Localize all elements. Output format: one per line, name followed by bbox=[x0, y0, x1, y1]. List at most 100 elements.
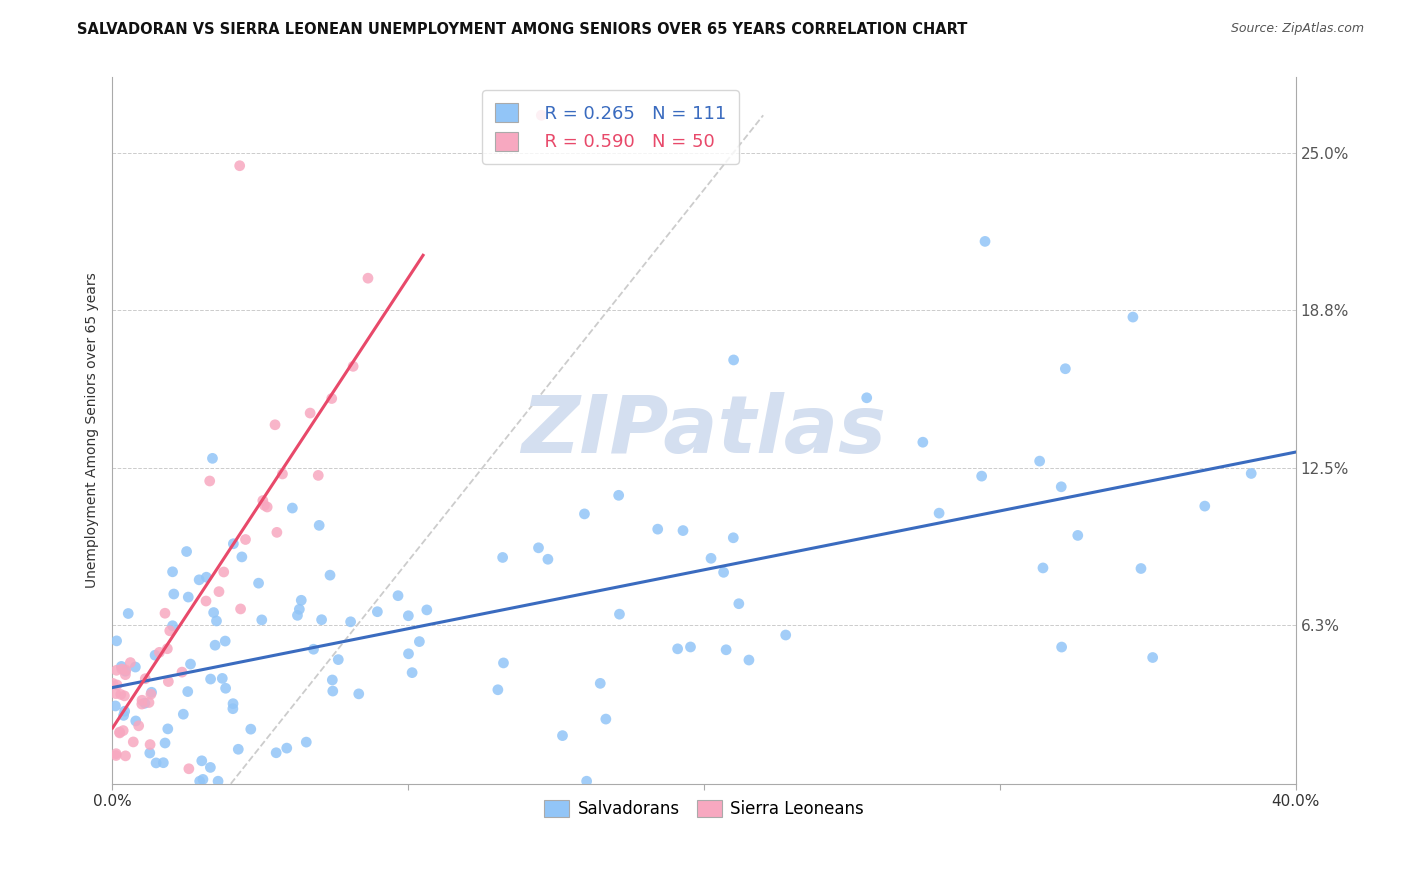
Point bbox=[179, 657, 201, 671]
Point bbox=[205, 614, 228, 628]
Point bbox=[114, 667, 136, 681]
Point bbox=[308, 518, 330, 533]
Point bbox=[114, 665, 136, 679]
Point bbox=[321, 673, 343, 687]
Point bbox=[120, 656, 142, 670]
Point bbox=[148, 645, 170, 659]
Point bbox=[139, 738, 162, 752]
Point bbox=[152, 756, 174, 770]
Point bbox=[139, 687, 162, 701]
Point bbox=[105, 633, 128, 648]
Point bbox=[855, 391, 877, 405]
Point bbox=[222, 702, 245, 716]
Point bbox=[1050, 640, 1073, 654]
Point bbox=[195, 570, 218, 584]
Point bbox=[281, 501, 304, 516]
Point bbox=[104, 687, 127, 701]
Point bbox=[311, 613, 333, 627]
Point bbox=[112, 708, 135, 723]
Point bbox=[229, 602, 252, 616]
Point bbox=[162, 565, 184, 579]
Point bbox=[1067, 528, 1090, 542]
Point bbox=[1032, 561, 1054, 575]
Point bbox=[200, 672, 222, 686]
Point bbox=[163, 587, 186, 601]
Point bbox=[607, 488, 630, 502]
Point bbox=[134, 672, 156, 686]
Point bbox=[170, 665, 193, 680]
Point bbox=[250, 613, 273, 627]
Point bbox=[105, 663, 128, 677]
Y-axis label: Unemployment Among Seniors over 65 years: Unemployment Among Seniors over 65 years bbox=[86, 273, 100, 589]
Point bbox=[307, 468, 329, 483]
Point bbox=[288, 602, 311, 616]
Point bbox=[723, 531, 745, 545]
Point bbox=[211, 672, 233, 686]
Point bbox=[1054, 361, 1077, 376]
Point bbox=[105, 678, 128, 692]
Legend: Salvadorans, Sierra Leoneans: Salvadorans, Sierra Leoneans bbox=[537, 793, 870, 825]
Point bbox=[727, 597, 749, 611]
Point bbox=[1122, 310, 1144, 324]
Point bbox=[201, 451, 224, 466]
Point bbox=[252, 493, 274, 508]
Point bbox=[114, 704, 136, 718]
Point bbox=[342, 359, 364, 374]
Point bbox=[112, 723, 135, 738]
Point bbox=[609, 607, 631, 622]
Point bbox=[101, 676, 124, 690]
Point bbox=[299, 406, 322, 420]
Point bbox=[714, 642, 737, 657]
Point bbox=[1194, 499, 1216, 513]
Point bbox=[264, 417, 287, 432]
Point bbox=[226, 742, 249, 756]
Point bbox=[228, 159, 250, 173]
Point bbox=[134, 696, 156, 710]
Point bbox=[357, 271, 380, 285]
Point bbox=[222, 697, 245, 711]
Point bbox=[177, 762, 200, 776]
Point bbox=[666, 641, 689, 656]
Point bbox=[589, 676, 612, 690]
Point bbox=[214, 634, 236, 648]
Point bbox=[253, 499, 276, 513]
Point bbox=[191, 754, 214, 768]
Point bbox=[928, 506, 950, 520]
Point bbox=[271, 467, 294, 481]
Point bbox=[172, 707, 194, 722]
Point bbox=[319, 568, 342, 582]
Point bbox=[974, 235, 997, 249]
Point bbox=[256, 500, 278, 514]
Point bbox=[287, 608, 309, 623]
Point bbox=[321, 392, 343, 406]
Point bbox=[491, 550, 513, 565]
Point bbox=[302, 642, 325, 657]
Point bbox=[398, 647, 420, 661]
Point bbox=[551, 729, 574, 743]
Point bbox=[131, 697, 153, 711]
Point bbox=[672, 524, 695, 538]
Point bbox=[235, 533, 257, 547]
Point bbox=[328, 652, 350, 666]
Point bbox=[723, 353, 745, 368]
Point bbox=[105, 748, 128, 763]
Point bbox=[239, 722, 262, 736]
Point bbox=[775, 628, 797, 642]
Point bbox=[679, 640, 702, 654]
Point bbox=[387, 589, 409, 603]
Point bbox=[1142, 650, 1164, 665]
Point bbox=[162, 618, 184, 632]
Point bbox=[143, 648, 166, 663]
Point bbox=[104, 698, 127, 713]
Point bbox=[177, 684, 200, 698]
Point bbox=[124, 660, 146, 674]
Point bbox=[322, 684, 344, 698]
Point bbox=[139, 746, 162, 760]
Text: ZIPatlas: ZIPatlas bbox=[522, 392, 887, 469]
Point bbox=[1240, 467, 1263, 481]
Point bbox=[114, 663, 136, 677]
Point bbox=[647, 522, 669, 536]
Point bbox=[138, 696, 160, 710]
Point bbox=[153, 606, 176, 620]
Point bbox=[1028, 454, 1050, 468]
